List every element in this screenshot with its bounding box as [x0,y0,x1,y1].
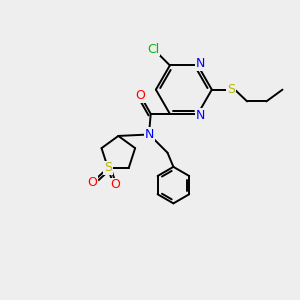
Text: Cl: Cl [148,43,160,56]
Text: S: S [104,161,112,174]
Text: S: S [227,83,235,96]
Text: O: O [88,176,98,188]
Text: N: N [196,57,206,70]
Text: N: N [196,109,206,122]
Text: O: O [110,178,120,191]
Text: N: N [145,128,154,141]
Text: O: O [136,89,146,102]
